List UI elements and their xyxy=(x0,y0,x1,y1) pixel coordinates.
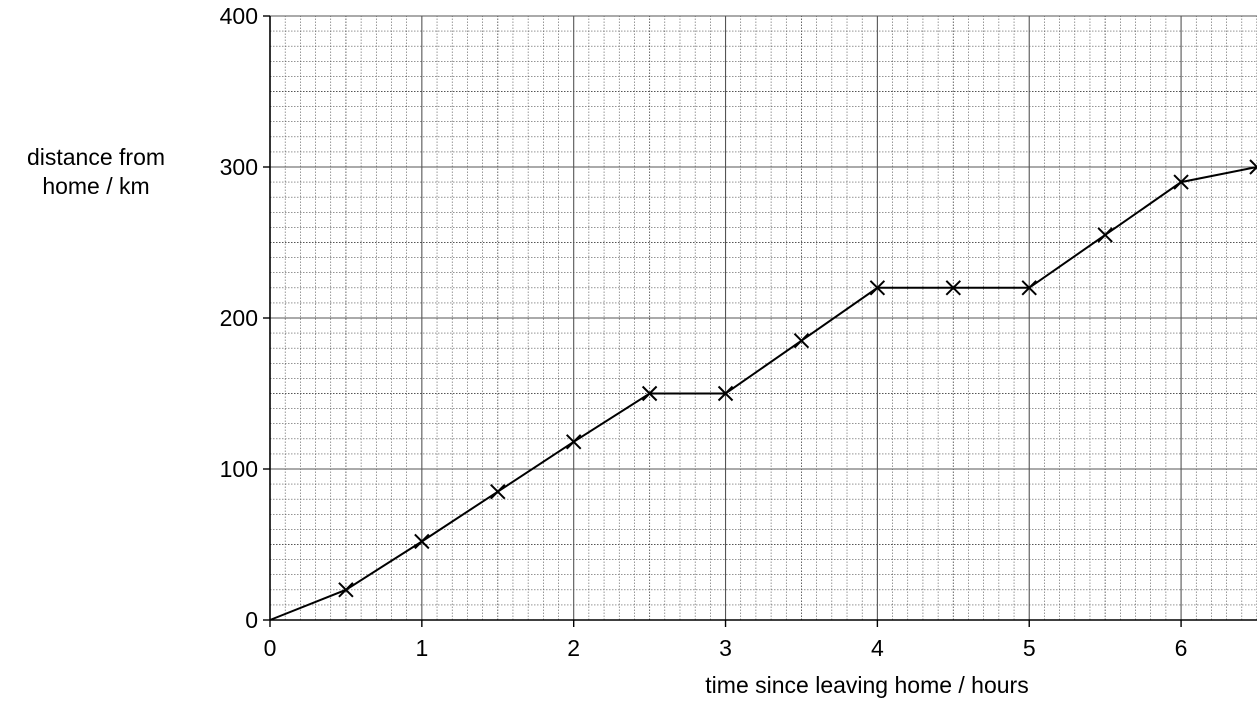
data-point-cross xyxy=(1097,227,1113,243)
data-point-cross xyxy=(793,332,810,349)
cross-stroke xyxy=(338,582,354,598)
data-point-cross xyxy=(565,434,582,450)
y-axis-title-line-1: distance from xyxy=(27,144,165,170)
cross-stroke xyxy=(717,385,734,402)
cross-stroke xyxy=(1249,159,1257,169)
tick-labels: 0 1 2 3 4 5 6 0 100 200 300 400 xyxy=(220,3,1188,661)
data-point-cross xyxy=(1173,174,1189,190)
x-tick-label: 0 xyxy=(264,635,277,661)
cross-stroke xyxy=(1021,280,1037,296)
cross-stroke xyxy=(1249,165,1257,175)
data-point-cross xyxy=(717,385,734,402)
data-point-cross xyxy=(641,385,658,402)
cross-stroke xyxy=(1097,227,1113,243)
x-tick-label: 2 xyxy=(567,635,580,661)
chart-grid xyxy=(270,15,1257,620)
y-axis-title-line-2: home / km xyxy=(42,173,149,199)
cross-stroke xyxy=(641,385,658,402)
x-axis-title: time since leaving home / hours xyxy=(705,672,1028,698)
cross-stroke xyxy=(869,280,886,296)
cross-stroke xyxy=(565,434,582,450)
data-series xyxy=(269,159,1257,621)
data-point-cross xyxy=(1249,159,1257,175)
x-tick-label: 4 xyxy=(871,635,884,661)
y-tick-label: 300 xyxy=(220,154,258,180)
cross-stroke xyxy=(793,332,810,349)
data-point-cross xyxy=(1021,280,1037,296)
data-point-cross xyxy=(490,483,506,500)
data-point-cross xyxy=(338,582,354,598)
y-tick-label: 400 xyxy=(220,3,258,29)
cross-stroke xyxy=(414,533,430,550)
x-tick-label: 6 xyxy=(1175,635,1188,661)
x-tick-label: 1 xyxy=(415,635,428,661)
cross-stroke xyxy=(945,280,962,296)
y-tick-label: 0 xyxy=(245,607,258,633)
data-point-cross xyxy=(414,533,430,550)
x-tick-label: 3 xyxy=(719,635,732,661)
cross-stroke xyxy=(1173,174,1189,190)
data-point-cross xyxy=(945,280,962,296)
y-tick-label: 100 xyxy=(220,456,258,482)
chart-axes xyxy=(263,15,1257,627)
y-tick-label: 200 xyxy=(220,305,258,331)
cross-stroke xyxy=(490,483,506,500)
data-point-cross xyxy=(869,280,886,296)
x-tick-label: 5 xyxy=(1023,635,1036,661)
series-line xyxy=(269,166,1257,621)
